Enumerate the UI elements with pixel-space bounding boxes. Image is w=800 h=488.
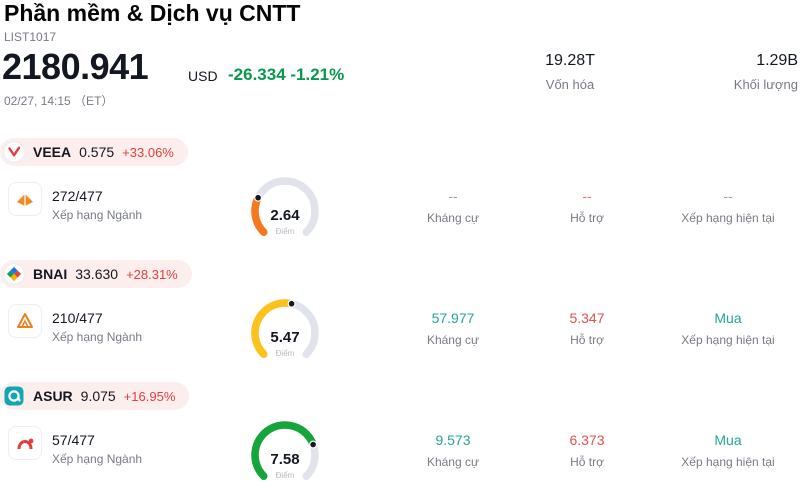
score-value: 2.64 (270, 207, 300, 224)
support-value: 5.347 (569, 310, 605, 326)
market-cap-stat: 19.28T Vốn hóa (515, 52, 625, 92)
support-value: 6.373 (569, 432, 605, 448)
rating-label: Xếp hạng hiện tại (681, 211, 775, 225)
stock-section-asur[interactable]: ASUR 9.075 +16.95% 57/477 Xếp hạng Ngành… (0, 382, 800, 488)
gauge-arc (251, 177, 319, 236)
ticker-pill-veea[interactable]: VEEA 0.575 +33.06% (0, 138, 188, 166)
industry-rank-label: Xếp hạng Ngành (52, 208, 143, 222)
ticker-price: 33.630 (75, 266, 119, 282)
index-price: 2180.941 (2, 46, 149, 87)
score-gauge: 2.64 Điểm (237, 176, 333, 242)
rating-column: -- Xếp hạng hiện tại (658, 188, 798, 225)
ticker-pill-asur[interactable]: ASUR 9.075 +16.95% (0, 382, 190, 410)
rating-value: Mua (714, 432, 742, 448)
score-gauge: 7.58 Điểm (237, 420, 333, 486)
timestamp: 02/27, 14:15 （ET） (4, 94, 114, 108)
resistance-value: -- (448, 188, 458, 204)
page-title: Phần mềm & Dịch vụ CNTT (4, 0, 301, 26)
resistance-label: Kháng cự (426, 211, 480, 225)
stock-section-veea[interactable]: VEEA 0.575 +33.06% 272/477 Xếp hạng Ngàn… (0, 138, 800, 260)
veea-logo-icon (3, 141, 25, 163)
support-label: Hỗ trợ (570, 211, 604, 225)
bnai-logo-icon (3, 263, 25, 285)
support-column: 6.373 Hỗ trợ (528, 432, 646, 469)
resistance-label: Kháng cự (426, 455, 480, 469)
resistance-column: 9.573 Kháng cự (392, 432, 514, 469)
industry-rank-value: 272/477 (52, 188, 103, 204)
volume-label: Khối lượng (733, 77, 798, 92)
asur-logo-icon (3, 385, 25, 407)
score-label: Điểm (275, 227, 295, 236)
rating-label: Xếp hạng hiện tại (681, 333, 775, 347)
support-value: -- (582, 188, 592, 204)
resistance-value: 9.573 (435, 432, 471, 448)
market-cap-label: Vốn hóa (545, 77, 595, 92)
rating-column: Mua Xếp hạng hiện tại (658, 310, 798, 347)
ticker-price: 0.575 (79, 144, 115, 160)
gauge-arc (251, 299, 319, 358)
resistance-column: 57.977 Kháng cự (392, 310, 514, 347)
asur-company-icon (8, 426, 42, 460)
resistance-value: 57.977 (431, 310, 475, 326)
ticker-symbol: VEEA (33, 144, 72, 160)
volume-stat: 1.29B Khối lượng (673, 52, 800, 92)
score-label: Điểm (275, 349, 295, 358)
industry-rank-label: Xếp hạng Ngành (52, 330, 143, 344)
industry-rank-label: Xếp hạng Ngành (52, 452, 143, 466)
stock-section-bnai[interactable]: BNAI 33.630 +28.31% 210/477 Xếp hạng Ngà… (0, 260, 800, 382)
rating-value: -- (723, 188, 733, 204)
rating-label: Xếp hạng hiện tại (681, 455, 775, 469)
score-value: 5.47 (270, 329, 300, 346)
score-label: Điểm (275, 471, 295, 480)
currency-label: USD (188, 68, 218, 84)
support-column: -- Hỗ trợ (528, 188, 646, 225)
industry-rank-value: 57/477 (52, 432, 95, 448)
rating-column: Mua Xếp hạng hiện tại (658, 432, 798, 469)
gauge-arc (251, 421, 319, 480)
ticker-symbol: BNAI (33, 266, 68, 282)
ticker-symbol: ASUR (33, 388, 73, 404)
index-change: -26.334 -1.21% (228, 65, 345, 84)
ticker-change: +33.06% (122, 144, 174, 160)
industry-rank-value: 210/477 (52, 310, 103, 326)
ticker-price: 9.075 (80, 388, 116, 404)
resistance-label: Kháng cự (426, 333, 480, 347)
score-value: 7.58 (270, 451, 300, 468)
rating-value: Mua (714, 310, 742, 326)
market-cap-value: 19.28T (545, 52, 595, 69)
list-id: LIST1017 (4, 30, 57, 44)
support-column: 5.347 Hỗ trợ (528, 310, 646, 347)
support-label: Hỗ trợ (570, 333, 604, 347)
ticker-change: +16.95% (123, 388, 176, 404)
ticker-change: +28.31% (126, 266, 178, 282)
support-label: Hỗ trợ (570, 455, 604, 469)
resistance-column: -- Kháng cự (392, 188, 514, 225)
veea-company-icon (8, 182, 42, 216)
bnai-company-icon (8, 304, 42, 338)
ticker-pill-bnai[interactable]: BNAI 33.630 +28.31% (0, 260, 192, 288)
score-gauge: 5.47 Điểm (237, 298, 333, 364)
volume-value: 1.29B (756, 52, 798, 69)
